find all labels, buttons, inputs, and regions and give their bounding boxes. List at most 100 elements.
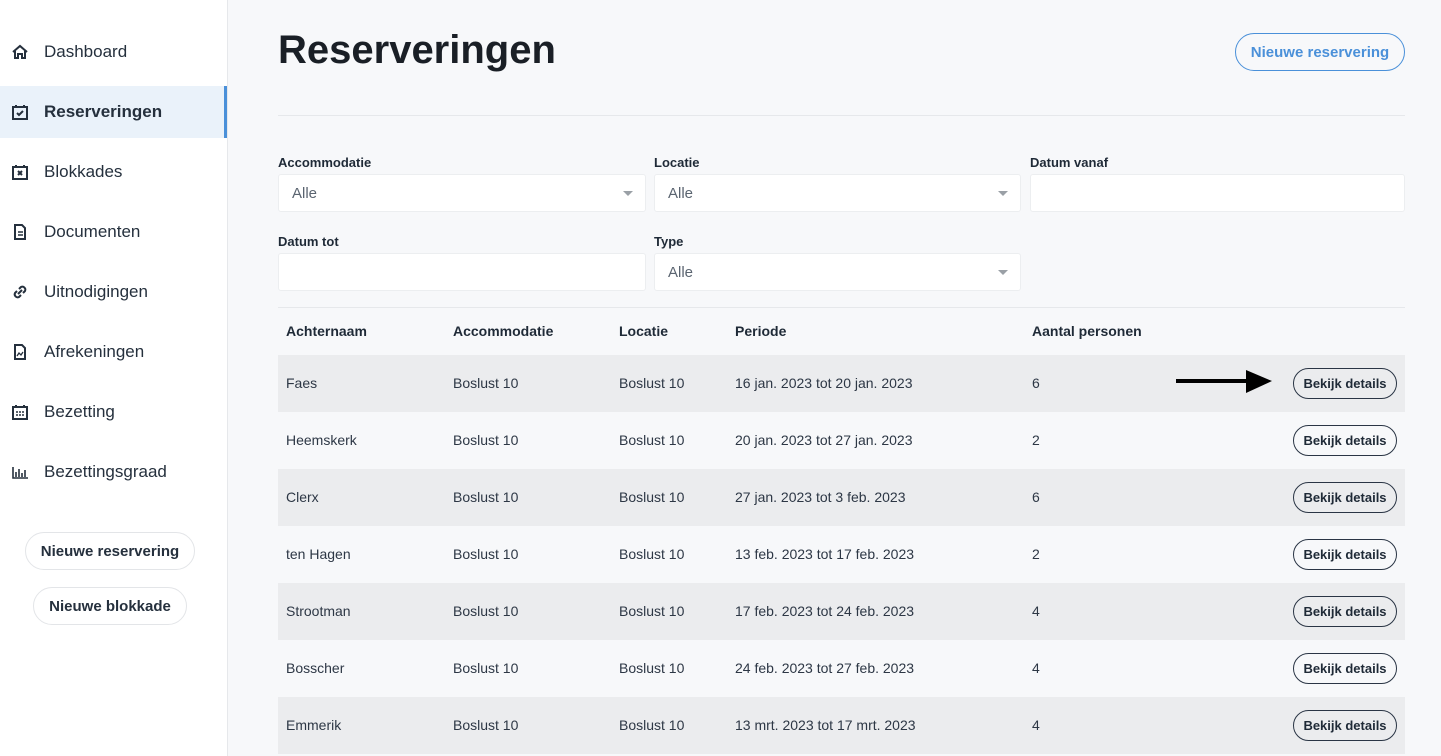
sidebar-item-bezetting[interactable]: Bezetting — [0, 386, 227, 438]
chevron-down-icon — [623, 191, 633, 196]
table-cell: 17 feb. 2023 tot 24 feb. 2023 — [735, 603, 915, 619]
home-icon — [10, 42, 30, 62]
table-cell: 13 feb. 2023 tot 17 feb. 2023 — [735, 546, 915, 562]
table-cell: 4 — [1032, 603, 1040, 619]
table-cell: Boslust 10 — [453, 717, 519, 733]
table-cell: Boslust 10 — [453, 660, 519, 676]
sidebar-item-blokkades[interactable]: Blokkades — [0, 146, 227, 198]
column-header: Periode — [735, 323, 787, 339]
table-cell: 13 mrt. 2023 tot 17 mrt. 2023 — [735, 717, 916, 733]
divider — [278, 115, 1405, 116]
table-cell: Boslust 10 — [619, 489, 685, 505]
table-cell: Bosscher — [286, 660, 345, 676]
column-header: Achternaam — [286, 323, 367, 339]
sidebar-item-documenten[interactable]: Documenten — [0, 206, 227, 258]
sidebar-item-afrekeningen[interactable]: Afrekeningen — [0, 326, 227, 378]
sidebar-item-label: Bezettingsgraad — [44, 462, 167, 481]
column-header: Locatie — [619, 323, 669, 339]
table-cell: Boslust 10 — [619, 432, 685, 448]
document-icon — [10, 222, 30, 242]
table-cell: Clerx — [286, 489, 319, 505]
calendar-x-icon — [10, 162, 30, 182]
table-cell: Boslust 10 — [453, 432, 519, 448]
table-cell: Boslust 10 — [619, 546, 685, 562]
column-header: Aantal personen — [1032, 323, 1142, 339]
view-details-button[interactable]: Bekijk details — [1293, 710, 1397, 741]
bar-chart-icon — [10, 462, 30, 482]
table-cell: Heemskerk — [286, 432, 357, 448]
table-cell: Boslust 10 — [619, 660, 685, 676]
sidebar-item-label: Bezetting — [44, 402, 115, 421]
datum-tot-input[interactable] — [278, 253, 646, 291]
view-details-button[interactable]: Bekijk details — [1293, 539, 1397, 570]
table-cell: Boslust 10 — [619, 375, 685, 391]
sidebar-item-label: Uitnodigingen — [44, 282, 148, 301]
table-row: ten Hagen Boslust 10 Boslust 10 13 feb. 202… — [278, 526, 1405, 583]
table-row: Clerx Boslust 10 Boslust 10 27 jan. 2023 to… — [278, 469, 1405, 526]
calendar-check-icon — [10, 102, 30, 122]
table-row: Heemskerk Boslust 10 Boslust 10 20 jan. 202… — [278, 412, 1405, 469]
table-cell: 2 — [1032, 432, 1040, 448]
select-value: Alle — [292, 184, 318, 202]
arrow-annotation-icon — [1176, 370, 1272, 393]
view-details-button[interactable]: Bekijk details — [1293, 482, 1397, 513]
divider — [278, 307, 1405, 308]
sidebar-item-label: Documenten — [44, 222, 141, 241]
table-row: Emmerik Boslust 10 Boslust 10 13 mrt. 2023 … — [278, 697, 1405, 754]
table-cell: Emmerik — [286, 717, 342, 733]
table-cell: 24 feb. 2023 tot 27 feb. 2023 — [735, 660, 915, 676]
table-cell: 2 — [1032, 546, 1040, 562]
column-header: Accommodatie — [453, 323, 554, 339]
view-details-button[interactable]: Bekijk details — [1293, 653, 1397, 684]
filter-label-type: Type — [654, 234, 684, 249]
table-row: Bosscher Boslust 10 Boslust 10 24 feb. 2023… — [278, 640, 1405, 697]
table-cell: Strootman — [286, 603, 351, 619]
sidebar-item-label: Blokkades — [44, 162, 123, 181]
datum-vanaf-input[interactable] — [1030, 174, 1405, 212]
view-details-button[interactable]: Bekijk details — [1293, 425, 1397, 456]
type-select[interactable]: Alle — [654, 253, 1021, 291]
table-cell: 16 jan. 2023 tot 20 jan. 2023 — [735, 375, 913, 391]
table-cell: 4 — [1032, 717, 1040, 733]
table-cell: ten Hagen — [286, 546, 351, 562]
table-cell: Boslust 10 — [619, 603, 685, 619]
select-value: Alle — [668, 184, 694, 202]
sidebar-new-block-button[interactable]: Nieuwe blokkade — [33, 587, 187, 625]
chevron-down-icon — [998, 191, 1008, 196]
table-cell: Boslust 10 — [453, 375, 519, 391]
table-cell: Boslust 10 — [453, 603, 519, 619]
view-details-button[interactable]: Bekijk details — [1293, 596, 1397, 627]
accommodatie-select[interactable]: Alle — [278, 174, 646, 212]
table-cell: Boslust 10 — [619, 717, 685, 733]
sidebar-item-label: Afrekeningen — [44, 342, 145, 361]
table-cell: 27 jan. 2023 tot 3 feb. 2023 — [735, 489, 906, 505]
table-cell: 20 jan. 2023 tot 27 jan. 2023 — [735, 432, 913, 448]
sidebar-new-reservation-button[interactable]: Nieuwe reservering — [25, 532, 195, 570]
table-cell: Boslust 10 — [453, 489, 519, 505]
locatie-select[interactable]: Alle — [654, 174, 1021, 212]
filter-label-datum-vanaf: Datum vanaf — [1030, 155, 1109, 170]
table-row: Strootman Boslust 10 Boslust 10 17 feb. 202… — [278, 583, 1405, 640]
filter-label-locatie: Locatie — [654, 155, 700, 170]
table-cell: Faes — [286, 375, 318, 391]
sidebar-item-label: Reserveringen — [44, 102, 163, 121]
table-cell: Boslust 10 — [453, 546, 519, 562]
filter-label-datum-tot: Datum tot — [278, 234, 339, 249]
page-title: Reserveringen — [278, 28, 556, 72]
table-cell: 6 — [1032, 489, 1040, 505]
sidebar: Dashboard Reserveringen Blokkades Documente… — [0, 0, 228, 756]
new-reservation-button[interactable]: Nieuwe reservering — [1235, 33, 1405, 71]
receipt-icon — [10, 342, 30, 362]
calendar-grid-icon — [10, 402, 30, 422]
table-cell: 4 — [1032, 660, 1040, 676]
table-cell: 6 — [1032, 375, 1040, 391]
sidebar-item-label: Dashboard — [44, 42, 128, 61]
sidebar-item-dashboard[interactable]: Dashboard — [0, 26, 227, 78]
table-row: Faes Boslust 10 Boslust 10 16 jan. 2023 tot… — [278, 355, 1405, 412]
select-value: Alle — [668, 263, 694, 281]
link-icon — [10, 282, 30, 302]
sidebar-item-bezettingsgraad[interactable]: Bezettingsgraad — [0, 446, 227, 498]
view-details-button[interactable]: Bekijk details — [1293, 368, 1397, 399]
sidebar-item-reserveringen[interactable]: Reserveringen — [0, 86, 227, 138]
sidebar-item-uitnodigingen[interactable]: Uitnodigingen — [0, 266, 227, 318]
